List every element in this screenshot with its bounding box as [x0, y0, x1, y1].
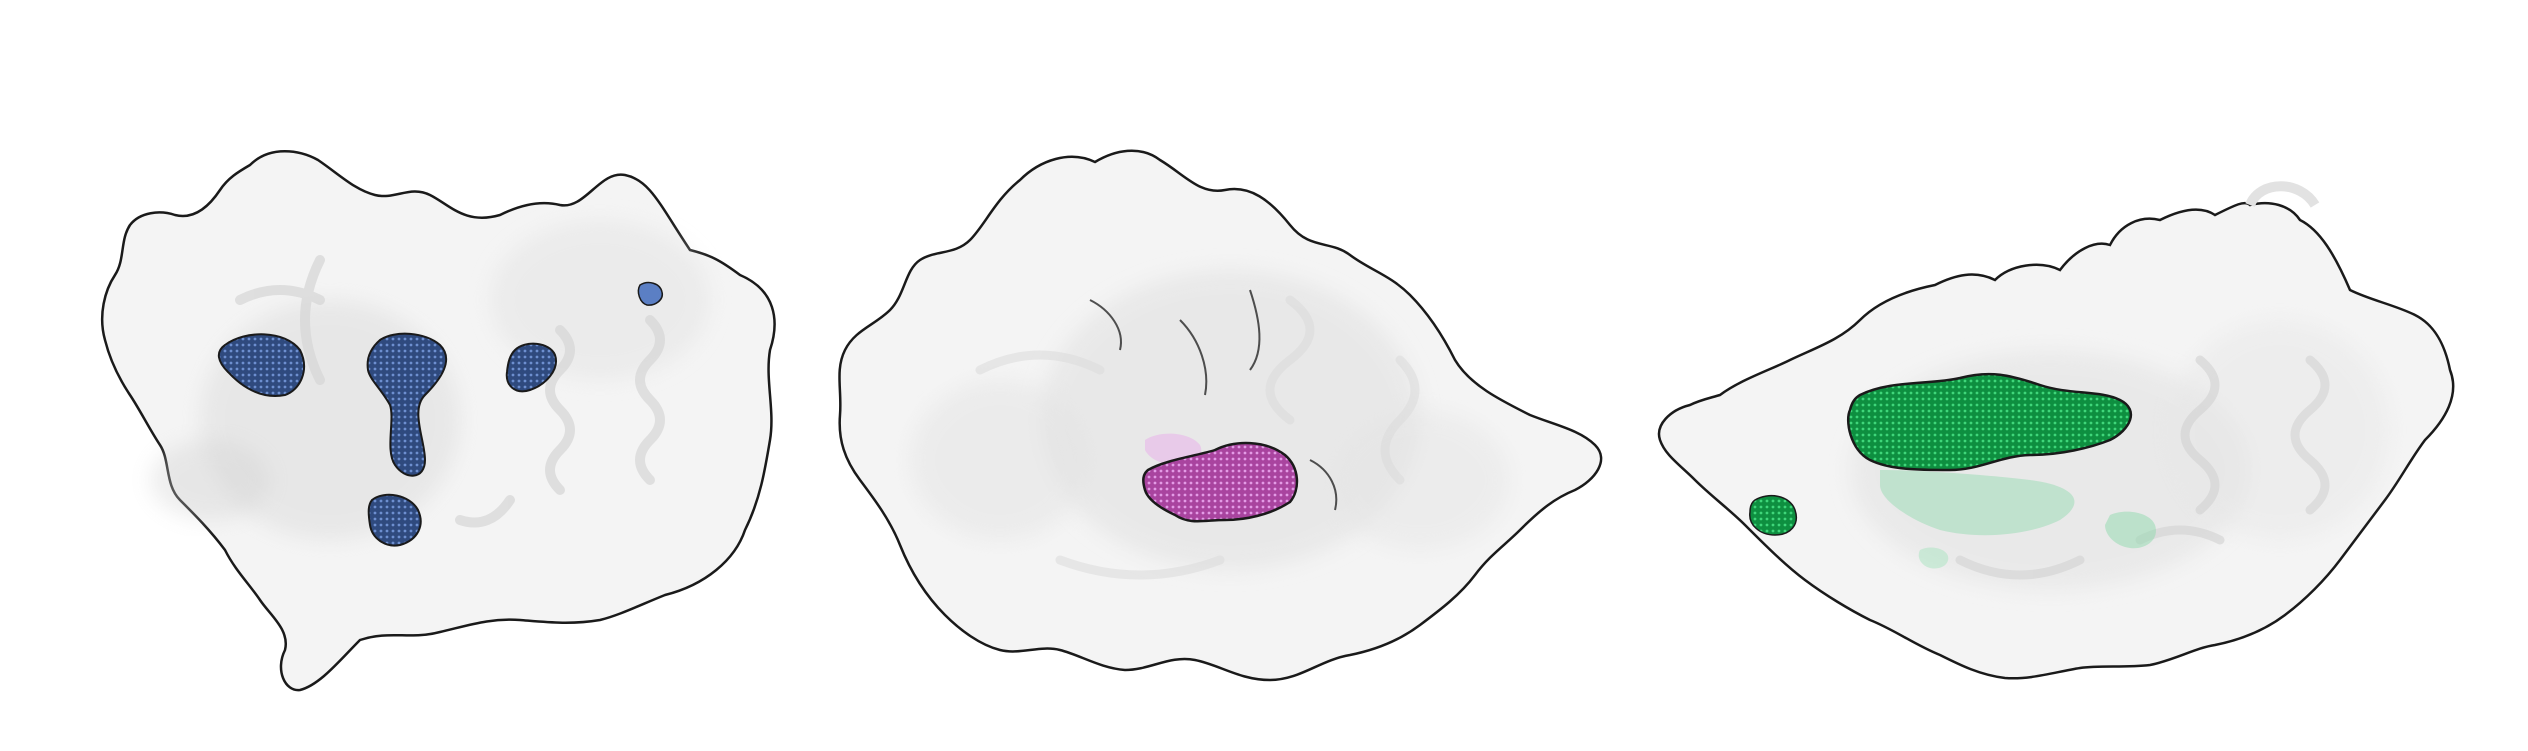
- protein-panel-1: [101, 150, 776, 692]
- pocket-group-blue: [217, 281, 664, 547]
- ribbon-helices-1: [235, 255, 665, 528]
- ribbon-helices-2: [975, 295, 1420, 580]
- pocket-blue-lower: [367, 493, 422, 547]
- pocket-blue-small-right: [505, 342, 557, 393]
- pocket-group-green: [1749, 372, 2156, 569]
- pocket-magenta-main: [1142, 441, 1299, 523]
- pocket-blue-left: [217, 333, 305, 397]
- protein-panel-2: [838, 149, 1603, 682]
- ribbon-helices-3: [1955, 355, 2330, 580]
- pocket-green-faint-right: [2105, 511, 2156, 549]
- protein-panel-3: [1657, 181, 2455, 680]
- pocket-green-main: [1846, 372, 2132, 472]
- pocket-blue-edge: [637, 281, 664, 306]
- pocket-green-faint-lower: [1918, 547, 1949, 569]
- pocket-green-left: [1749, 494, 1797, 536]
- pocket-group-magenta: [1142, 433, 1299, 523]
- pocket-blue-center: [366, 332, 448, 477]
- inner-contours-2: [1089, 289, 1338, 511]
- pocket-green-faint: [1880, 470, 2075, 536]
